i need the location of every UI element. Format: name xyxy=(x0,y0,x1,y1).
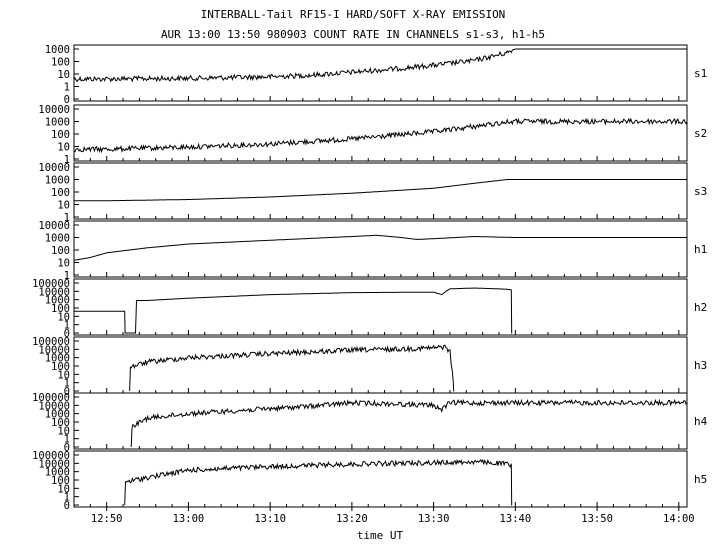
panel-frame xyxy=(73,450,688,508)
y-tick-label: 0 xyxy=(64,328,70,340)
y-tick-label: 10 xyxy=(57,258,70,270)
y-tick-label: 100 xyxy=(51,187,70,199)
y-tick-label: 10000 xyxy=(38,220,70,232)
chart-subtitle: AUR 13:00 13:50 980903 COUNT RATE IN CHA… xyxy=(161,28,545,41)
y-tick-label: 100 xyxy=(51,57,70,69)
y-tick-label: 1 xyxy=(64,434,70,446)
panel-label-h4: h4 xyxy=(694,415,708,428)
y-tick-label: 0 xyxy=(64,442,70,454)
y-tick-label: 0 xyxy=(64,500,70,512)
panel-label-s3: s3 xyxy=(694,185,707,198)
x-ticks-layer: 12:50 13:00 13:10 13:20 13:30 13:40 13:50 14:00 xyxy=(91,507,695,525)
panel-frame xyxy=(73,278,688,336)
y-tick-label: 100000 xyxy=(32,392,70,404)
y-tick-label: 10000 xyxy=(38,344,70,356)
y-tick-label: 100 xyxy=(51,361,70,373)
y-tick-label: 10 xyxy=(57,425,70,437)
x-axis-label: time UT xyxy=(357,529,404,542)
y-tick-label: 10 xyxy=(57,142,70,154)
panel-label-h5: h5 xyxy=(694,473,707,486)
y-tick-label: 100 xyxy=(51,303,70,315)
y-tick-label: 100000 xyxy=(32,450,70,462)
series-line-h2 xyxy=(74,287,513,334)
x-tick-label: 12:50 xyxy=(91,513,123,525)
panels-layer: 10001001010s1100001000100101s21000010001… xyxy=(32,44,708,512)
panel-label-s2: s2 xyxy=(694,127,707,140)
x-tick-label: 13:40 xyxy=(500,513,532,525)
y-tick-label: 100 xyxy=(51,129,70,141)
y-tick-label: 100000 xyxy=(32,336,70,348)
y-tick-label: 1000 xyxy=(45,44,70,56)
panel-label-h1: h1 xyxy=(694,243,707,256)
series-line-h4 xyxy=(130,398,688,448)
y-tick-label: 10000 xyxy=(38,162,70,174)
y-tick-label: 10000 xyxy=(38,400,70,412)
series-line-h3 xyxy=(129,344,455,392)
chart-title: INTERBALL-Tail RF15-I HARD/SOFT X-RAY EM… xyxy=(201,8,506,21)
panel-frame xyxy=(73,162,688,220)
y-tick-label: 100000 xyxy=(32,278,70,290)
y-tick-label: 10 xyxy=(57,200,70,212)
y-tick-label: 0 xyxy=(64,94,70,106)
y-tick-label: 1000 xyxy=(45,295,70,307)
panel-frame xyxy=(73,44,688,102)
y-tick-label: 1000 xyxy=(45,409,70,421)
series-line-s1 xyxy=(73,48,687,83)
x-tick-label: 13:50 xyxy=(581,513,613,525)
y-tick-label: 1 xyxy=(64,378,70,390)
x-tick-label: 13:00 xyxy=(173,513,205,525)
y-tick-label: 10000 xyxy=(38,458,70,470)
y-tick-label: 10000 xyxy=(38,286,70,298)
series-line-s2 xyxy=(73,117,688,154)
y-tick-label: 10 xyxy=(57,311,70,323)
y-tick-label: 1000 xyxy=(45,117,70,129)
panel-frame xyxy=(73,104,688,162)
y-tick-label: 1 xyxy=(64,154,70,166)
y-tick-label: 100 xyxy=(51,245,70,257)
y-tick-label: 10 xyxy=(57,69,70,81)
y-tick-label: 100 xyxy=(51,475,70,487)
y-tick-label: 0 xyxy=(64,386,70,398)
series-line-h1 xyxy=(73,234,687,261)
panel-label-h2: h2 xyxy=(694,301,707,314)
y-tick-label: 1000 xyxy=(45,467,70,479)
y-tick-label: 1000 xyxy=(45,175,70,187)
x-tick-label: 14:00 xyxy=(663,513,695,525)
x-tick-label: 13:20 xyxy=(336,513,368,525)
series-line-h5 xyxy=(124,458,513,506)
panel-frame xyxy=(73,392,688,450)
y-tick-label: 1000 xyxy=(45,353,70,365)
y-tick-label: 10000 xyxy=(38,104,70,116)
y-tick-label: 10 xyxy=(57,369,70,381)
y-tick-label: 1000 xyxy=(45,233,70,245)
series-line-s3 xyxy=(74,179,687,202)
y-tick-label: 1 xyxy=(64,212,70,224)
y-tick-label: 1 xyxy=(64,492,70,504)
y-tick-label: 1 xyxy=(64,320,70,332)
panel-frame xyxy=(73,336,688,394)
y-tick-label: 1 xyxy=(64,82,70,94)
panel-label-s1: s1 xyxy=(694,67,707,80)
x-tick-label: 13:30 xyxy=(418,513,450,525)
x-tick-label: 13:10 xyxy=(254,513,286,525)
y-tick-label: 100 xyxy=(51,417,70,429)
panel-label-h3: h3 xyxy=(694,359,707,372)
panel-frame xyxy=(73,220,688,278)
y-tick-label: 1 xyxy=(64,270,70,282)
y-tick-label: 10 xyxy=(57,483,70,495)
